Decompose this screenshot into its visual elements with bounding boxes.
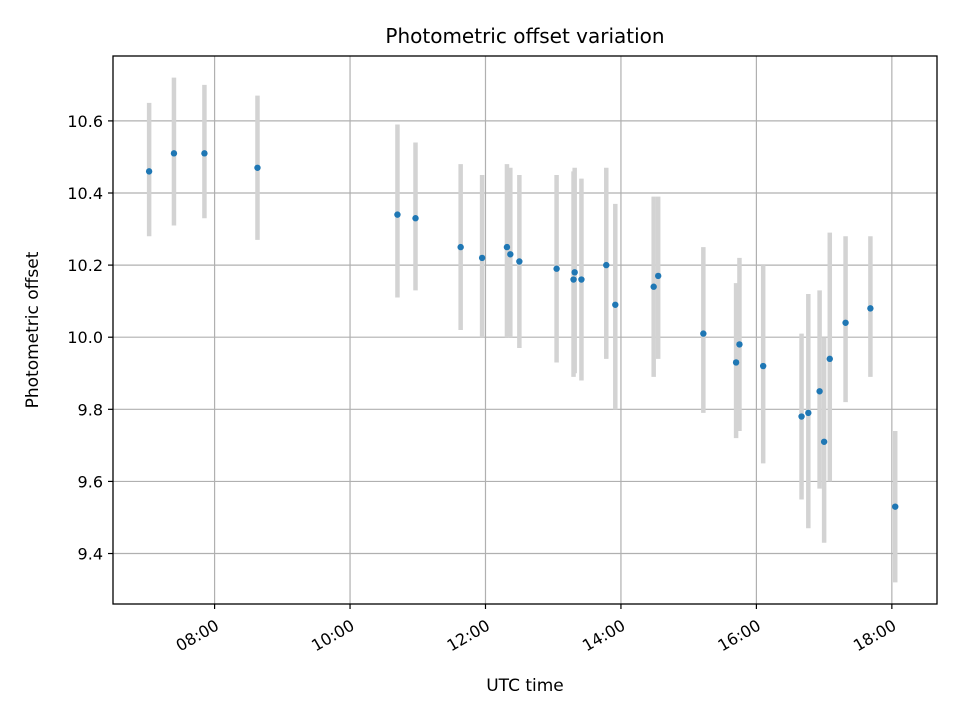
- data-point: [201, 150, 208, 157]
- data-point: [457, 243, 464, 251]
- y-tick-label: 10.6: [67, 112, 103, 131]
- y-tick-label: 9.6: [78, 472, 103, 491]
- data-point: [826, 355, 833, 363]
- data-point: [805, 409, 812, 417]
- x-axis-label: UTC time: [486, 676, 564, 696]
- data-point: [412, 215, 419, 222]
- data-point: [650, 283, 657, 290]
- data-point: [478, 254, 486, 262]
- data-points: [145, 150, 899, 510]
- data-point: [394, 211, 401, 218]
- data-point: [612, 301, 619, 308]
- data-point: [867, 305, 874, 312]
- data-point: [732, 359, 740, 366]
- y-tick-label: 9.8: [78, 400, 103, 419]
- y-tick-label: 10.2: [67, 256, 103, 275]
- y-axis-ticks: 9.4 9.6 9.8 10.0 10.2 10.4 10.6: [67, 112, 113, 564]
- data-point: [145, 168, 153, 175]
- plot-frame: [112, 55, 938, 605]
- y-axis-label: Photometric offset: [23, 251, 43, 408]
- data-point: [820, 438, 828, 445]
- data-point: [842, 319, 849, 326]
- data-point: [571, 269, 578, 276]
- data-point: [553, 265, 560, 272]
- data-point: [503, 243, 511, 251]
- data-point: [570, 276, 577, 283]
- data-point: [700, 330, 707, 337]
- data-point: [798, 413, 805, 420]
- data-point: [578, 276, 585, 283]
- chart-title: Photometric offset variation: [385, 24, 664, 48]
- data-point: [507, 251, 514, 258]
- data-point: [603, 261, 610, 269]
- y-tick-label: 10.4: [67, 184, 103, 203]
- data-point: [892, 503, 899, 510]
- data-point: [816, 388, 823, 395]
- y-tick-label: 10.0: [67, 328, 103, 347]
- data-point: [516, 258, 523, 265]
- data-point: [170, 150, 178, 157]
- data-point: [759, 362, 767, 370]
- y-tick-label: 9.4: [78, 545, 103, 564]
- data-point: [254, 164, 261, 171]
- data-point: [736, 341, 743, 348]
- data-point: [654, 272, 662, 280]
